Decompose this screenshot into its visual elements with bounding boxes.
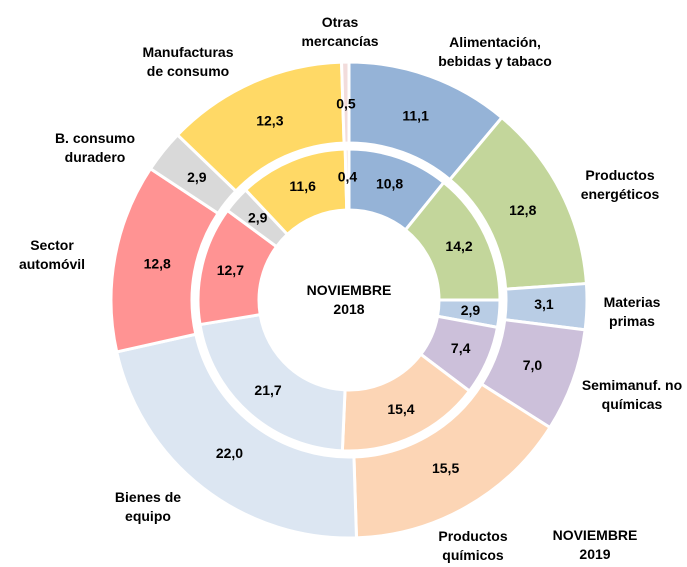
data-label: 11,6 xyxy=(289,178,316,194)
category-label: Semimanuf. no químicas xyxy=(581,377,683,412)
category-label: Productos energéticos xyxy=(580,167,660,202)
data-label: 12,3 xyxy=(256,112,283,128)
category-label: Manufacturas de consumo xyxy=(142,44,234,79)
data-label: 0,5 xyxy=(336,96,356,112)
category-label: Productos químicos xyxy=(438,528,508,563)
data-label: 12,8 xyxy=(144,255,171,271)
donut-slice xyxy=(114,332,359,540)
data-label: 7,0 xyxy=(523,357,543,373)
category-label: Materias primas xyxy=(603,294,661,329)
data-label: 21,7 xyxy=(254,382,281,398)
data-label: 11,1 xyxy=(402,107,429,123)
category-label: Otras mercancías xyxy=(301,14,379,49)
data-label: 22,0 xyxy=(216,445,243,461)
data-label: 2,9 xyxy=(461,302,481,318)
donut-slice xyxy=(198,312,347,453)
data-label: 3,1 xyxy=(534,296,554,312)
data-label: 15,4 xyxy=(387,401,414,417)
data-label: 12,7 xyxy=(217,262,244,278)
data-label: 14,2 xyxy=(445,238,472,254)
category-label: B. consumo duradero xyxy=(54,130,136,165)
data-label: 10,8 xyxy=(376,176,403,192)
data-label: 2,9 xyxy=(248,210,268,226)
donut-slice xyxy=(339,60,351,145)
series-label: NOVIEMBRE 2018 xyxy=(306,282,392,317)
data-label: 0,4 xyxy=(338,169,358,185)
data-label: 15,5 xyxy=(432,460,459,476)
data-label: 12,8 xyxy=(509,202,536,218)
donut-slice xyxy=(343,147,351,212)
data-label: 2,9 xyxy=(187,169,207,185)
data-label: 7,4 xyxy=(451,340,471,356)
category-label: Alimentación, bebidas y tabaco xyxy=(438,34,552,69)
category-label: Sector automóvil xyxy=(18,237,86,272)
category-label: Bienes de equipo xyxy=(114,489,182,524)
series-label: NOVIEMBRE 2019 xyxy=(552,527,638,562)
